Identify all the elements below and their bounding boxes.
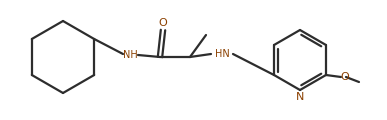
Text: O: O (159, 18, 167, 28)
Text: NH: NH (123, 50, 137, 60)
Text: O: O (341, 72, 349, 82)
Text: HN: HN (215, 49, 229, 59)
Text: N: N (296, 92, 304, 102)
